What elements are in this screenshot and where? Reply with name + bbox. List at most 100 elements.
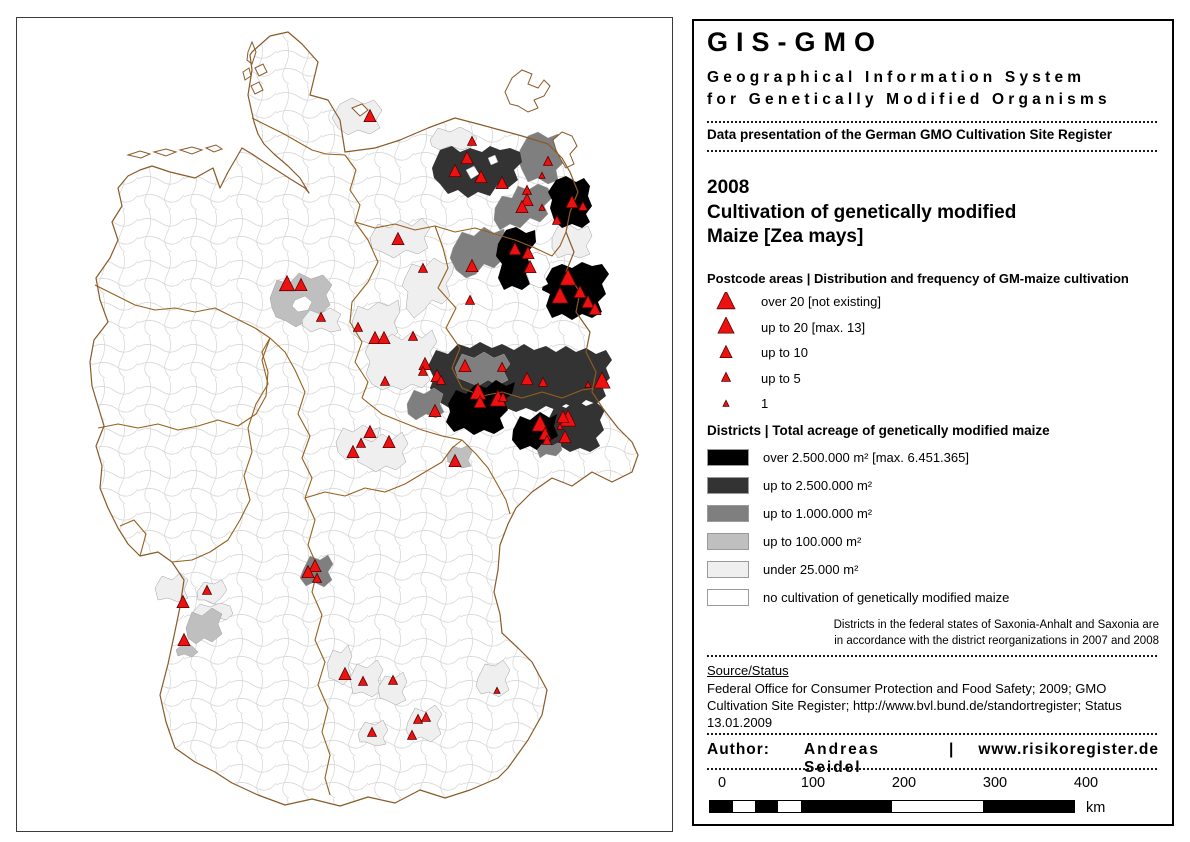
island [504,69,551,113]
district-legend-label: up to 2.500.000 m² [763,477,873,493]
map-title-line2: Maize [Zea mays] [707,226,864,247]
gm-site-marker [435,374,447,385]
district-legend-label: no cultivation of genetically modified m… [763,589,1010,605]
postcode-legend-label: 1 [761,396,769,412]
gm-site-marker [521,245,535,260]
postcode-legend-label: up to 10 [761,345,808,361]
postcode-legend-label: up to 5 [761,370,801,386]
district-shade-swatch [707,504,749,522]
author-label: Author: [707,741,770,758]
district-legend-heading: Districts | Total acreage of genetically… [707,423,1050,438]
gm-site-marker [473,394,487,409]
scalebar-tick-label: 400 [1073,775,1099,791]
page-title: GIS-GMO [707,27,883,57]
district-shade-swatch [707,588,749,606]
gm-site-marker [495,175,509,190]
district-region-light [349,659,384,698]
map-title: Cultivation of genetically modified Maiz… [707,201,1159,249]
gm-site-marker [377,330,391,345]
gm-site-triangle-icon [707,291,745,312]
author-website: www.risikoregister.de [978,741,1159,758]
page-subtitle: Geographical Information System for Gene… [707,67,1159,111]
gm-site-marker [508,241,522,256]
gm-site-marker [520,192,534,207]
district-region-light [354,431,409,473]
author-name: Andreas Seidel [803,741,880,776]
state-border-line [269,337,313,499]
postcode-legend-heading: Postcode areas | Distribution and freque… [707,271,1129,286]
gm-site-marker [458,358,472,373]
district-legend-label: up to 100.000 m² [763,533,862,549]
scalebar-segment [733,801,755,812]
gm-site-marker [391,231,405,246]
island [242,67,252,81]
district-region-medium [454,351,511,387]
postcode-legend-row: up to 10 [707,340,1159,366]
district-legend-row: up to 100.000 m² [707,527,1159,555]
gm-site-marker [466,135,478,146]
source-text: Federal Office for Consumer Protection a… [707,681,1122,730]
gm-site-marker [584,380,592,388]
scalebar-segment [801,801,892,812]
district-region-white [291,295,313,313]
state-border-line [349,221,379,399]
gm-site-marker [551,286,569,304]
gm-site-marker [551,214,563,225]
divider [707,768,1159,770]
gm-site-marker [538,171,546,179]
gm-site-marker [368,330,382,345]
gm-site-marker [556,409,570,424]
district-region-light [401,257,456,319]
gm-site-marker [496,361,508,372]
district-legend-label: under 25.000 m² [763,561,859,577]
state-border-line [434,225,463,389]
source-heading: Source/Status [707,663,789,678]
gm-site-marker [520,371,534,386]
gm-site-marker [352,321,364,332]
gm-site-marker [493,686,501,694]
gm-site-marker [465,258,479,273]
info-panel: GIS-GMO Geographical Information System … [692,19,1174,826]
map-panel [16,17,673,832]
island [250,81,264,95]
state-border-line [304,439,463,499]
island [178,146,204,155]
gm-site-triangle-icon [707,394,745,414]
district-region-black [496,227,536,290]
gm-site-marker [474,169,488,184]
gm-site-marker [448,453,462,468]
state-border-line [171,337,271,563]
gm-site-marker [588,301,602,316]
gm-site-marker [294,277,308,292]
district-shade-swatch [707,560,749,578]
divider [707,150,1159,152]
gm-site-marker [558,429,572,444]
scalebar-tick-label: 100 [800,775,826,791]
island [204,144,224,153]
gm-site-marker [407,330,419,341]
gm-site-marker [542,155,554,166]
state-border-line [94,284,271,339]
district-legend-label: up to 1.000.000 m² [763,505,873,521]
gm-site-marker [420,711,432,722]
gm-site-triangle-icon [707,368,745,388]
district-region-light [196,579,228,605]
gm-site-marker [581,294,595,309]
gm-site-marker [278,274,296,292]
gm-site-marker [464,294,476,305]
state-border-line [344,154,361,223]
gm-site-marker [497,391,509,402]
scalebar-segment [755,801,778,812]
divider [707,655,1159,657]
gm-site-marker [448,163,462,178]
gm-site-marker [379,375,391,386]
postcode-legend-row: over 20 [not existing] [707,289,1159,315]
scalebar-tick-label: 300 [982,775,1008,791]
island [126,150,152,159]
subtitle-line2: for Genetically Modified Organisms [707,91,1111,108]
gm-site-marker [538,203,546,211]
state-border-line [251,117,346,156]
island [254,63,268,77]
district-region-light [551,223,593,259]
district-shade-swatch [707,448,749,466]
